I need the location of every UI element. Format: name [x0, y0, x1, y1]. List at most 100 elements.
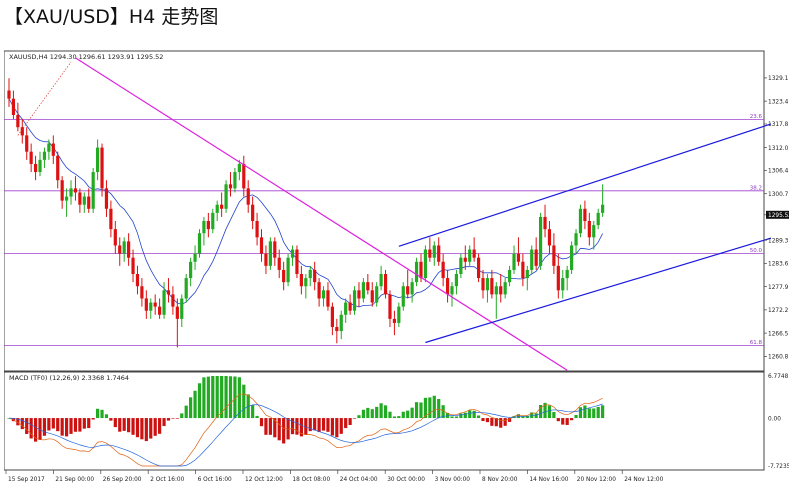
macd-bar — [379, 403, 383, 419]
candle-body — [357, 290, 361, 299]
candle-body — [335, 327, 339, 332]
fib-label-61.8: 61.8 — [750, 340, 763, 346]
candle-body — [7, 90, 11, 99]
fib-label-38.2: 38.2 — [750, 185, 762, 191]
macd-bar — [109, 418, 113, 421]
candle-body — [490, 278, 494, 295]
candle-body — [534, 249, 538, 266]
candle-body — [220, 204, 224, 209]
macd-bar — [468, 410, 472, 419]
macd-bar — [547, 405, 552, 419]
candle-body — [406, 286, 410, 295]
candle-body — [180, 298, 184, 319]
candle-body — [20, 127, 24, 136]
candle-body — [596, 212, 600, 226]
macd-bar — [153, 418, 157, 436]
candle-body — [224, 184, 228, 209]
macd-bar — [135, 418, 140, 438]
macd-bar — [383, 405, 388, 419]
candle-body — [206, 221, 210, 230]
macd-bar — [42, 418, 47, 436]
macd-bar — [144, 418, 148, 442]
macd-bar — [472, 410, 476, 419]
chart-svg: 23.6 38.2 50.0 61.8 1329.1 1323.4 1317.8 1312.… — [3, 50, 789, 483]
candle-body — [127, 241, 131, 258]
fib-label-50.0: 50.0 — [750, 248, 763, 254]
time-tick-label: 24 Oct 04:00 — [340, 477, 378, 483]
price-tick-label: 1323.4 — [768, 99, 789, 105]
macd-bar — [592, 408, 596, 419]
macd-bar — [180, 413, 184, 419]
price-tick-label: 1266.5 — [768, 331, 789, 337]
macd-bar — [237, 377, 241, 419]
candle-body — [158, 306, 162, 315]
price-tick-label: 1260.8 — [768, 355, 789, 361]
candle-body — [60, 180, 64, 201]
candle-body — [565, 269, 569, 279]
macd-bar — [166, 418, 171, 421]
macd-bar — [122, 418, 126, 431]
candle-body — [175, 306, 179, 319]
candle-body — [96, 147, 100, 173]
macd-bar — [344, 418, 348, 429]
candle-body — [432, 245, 436, 258]
candle-body — [242, 163, 246, 189]
candle-body — [352, 290, 357, 311]
macd-bar — [570, 418, 574, 421]
fib-label-23.6: 23.6 — [750, 114, 763, 120]
candle-body — [326, 290, 330, 307]
time-tick-label: 20 Nov 12:00 — [577, 477, 616, 483]
macd-bar — [286, 418, 290, 440]
candle-body — [574, 233, 578, 246]
current-price-label: 1295.52 — [768, 213, 789, 219]
candle-body — [392, 318, 397, 323]
candle-body — [410, 282, 414, 295]
time-tick-label: 26 Sep 20:00 — [103, 477, 142, 483]
macd-bar — [556, 418, 560, 422]
candle-body — [295, 249, 299, 275]
candle-body — [445, 278, 450, 295]
macd-bar — [583, 405, 587, 419]
trendline-channel-lower — [425, 237, 772, 344]
macd-bar — [184, 405, 188, 419]
candle-body — [273, 241, 277, 258]
trendline-downtrend — [75, 57, 568, 371]
macd-bar — [516, 414, 521, 419]
candle-body — [481, 278, 485, 291]
time-tick-label: 30 Oct 00:00 — [387, 477, 425, 483]
candle-body — [189, 261, 193, 279]
macd-bar — [414, 402, 419, 419]
candle-body — [321, 290, 326, 299]
price-tick-label: 1312.0 — [768, 146, 789, 152]
macd-bar — [459, 413, 463, 419]
candle-body — [228, 184, 233, 189]
macd-bar — [158, 418, 162, 434]
candle-body — [361, 282, 365, 299]
macd-bar — [273, 418, 277, 438]
macd-bar — [499, 418, 503, 428]
time-tick-label: 14 Nov 16:00 — [529, 477, 568, 483]
candle-body — [171, 294, 175, 307]
macd-bar — [69, 418, 73, 434]
candle-body — [282, 269, 286, 283]
candle-body — [264, 253, 268, 266]
macd-bar — [601, 405, 605, 419]
candle-body — [299, 274, 303, 287]
macd-bar — [481, 418, 485, 422]
price-tick-label: 1317.8 — [768, 122, 789, 128]
time-tick-label: 15 Sep 2017 — [8, 477, 45, 483]
candle-body — [255, 221, 259, 238]
candle-body — [397, 306, 401, 323]
macd-bar — [96, 408, 100, 419]
price-tick-label: 1329.1 — [768, 76, 789, 82]
macd-bar — [539, 405, 543, 419]
candle-body — [51, 143, 55, 156]
macd-layer — [7, 376, 605, 467]
macd-bar — [162, 418, 166, 427]
candle-body — [525, 269, 529, 279]
candle-body — [153, 302, 157, 307]
candle-body — [144, 298, 148, 311]
candle-body — [290, 249, 295, 258]
macd-bar — [202, 377, 206, 419]
candle-body — [69, 188, 73, 197]
